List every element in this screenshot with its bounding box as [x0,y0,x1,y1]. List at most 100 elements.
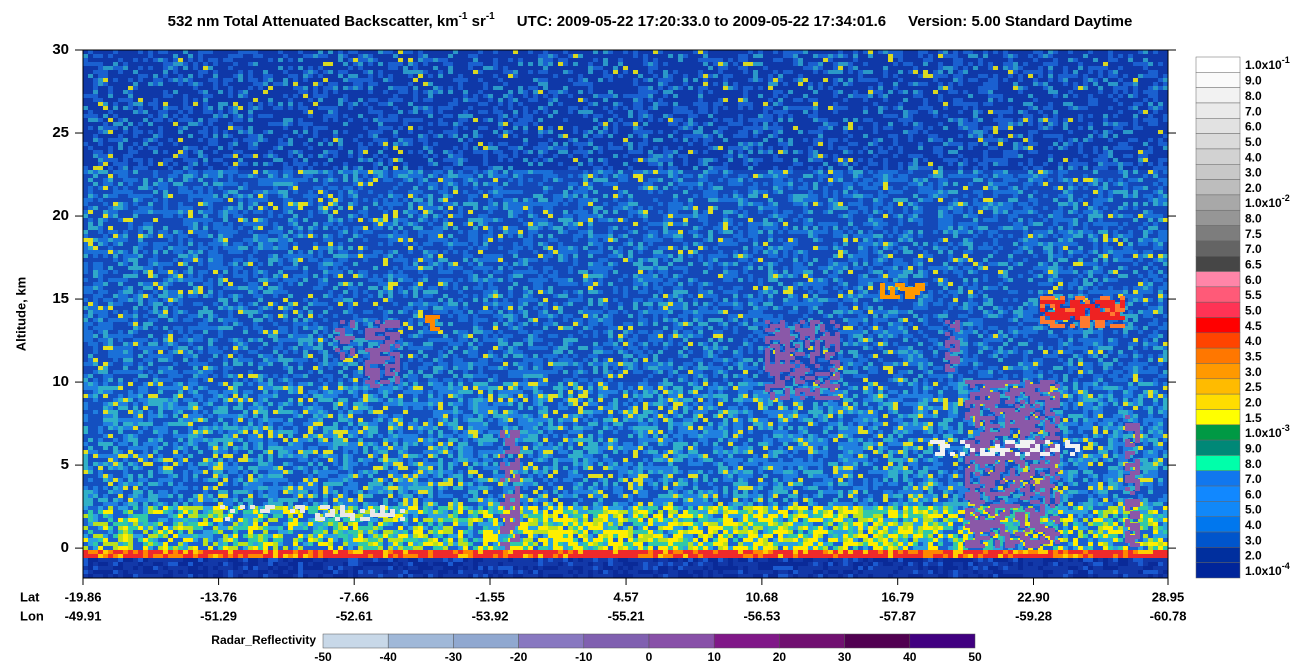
radar-tick-label: 40 [903,650,917,664]
colorbar-label: 6.0 [1245,120,1262,134]
colorbar-swatch [1195,271,1241,288]
colorbar-swatch [1195,501,1241,517]
lon-tick-label: -57.87 [879,608,916,623]
colorbar-label: 5.0 [1245,304,1262,318]
colorbar-label: 5.5 [1245,288,1262,302]
colorbar-swatch [1195,301,1241,318]
colorbar-swatch [1195,148,1241,165]
radar-swatch [844,633,911,649]
y-tick-label: 0 [61,539,69,556]
radar-swatch [648,633,715,649]
radar-swatch [518,633,585,649]
lon-tick-label: -49.91 [65,608,102,623]
lat-tick-label: -7.66 [339,589,369,604]
colorbar-swatch [1195,179,1241,196]
lon-tick-label: -55.21 [608,608,645,623]
colorbar-swatch [1195,194,1241,211]
colorbar-label: 2.0 [1245,181,1262,195]
colorbar-swatch [1195,470,1241,487]
colorbar-swatch [1195,317,1241,334]
colorbar-swatch [1195,363,1241,380]
radar-swatch [583,633,650,649]
colorbar-label: 1.0x10-2 [1245,193,1290,210]
backscatter-texture [98,550,1153,558]
colorbar-label: 3.5 [1245,350,1262,364]
colorbar-label: 7.0 [1245,242,1262,256]
colorbar-label-text: 1.0x10 [1245,58,1282,72]
colorbar-label: 1.5 [1245,411,1262,425]
backscatter-texture [83,170,1168,382]
colorbar-swatch [1195,240,1241,257]
backscatter-texture [83,170,1168,382]
backscatter-texture [930,440,1080,456]
colorbar-swatch [1195,409,1241,426]
backscatter-texture [83,170,1168,506]
colorbar-swatch [1195,118,1241,134]
lat-tick-label: 4.57 [613,589,638,604]
colorbar-swatch [1195,133,1241,150]
lon-tick-label: -60.78 [1150,608,1187,623]
lat-label: Lat [20,589,40,604]
lat-tick-label: 22.90 [1017,589,1050,604]
title-text: Version: 5.00 Standard Daytime [908,13,1132,30]
colorbar-swatch [1195,485,1241,502]
lat-tick-label: -13.76 [200,589,237,604]
radar-tick-label: 50 [968,650,982,664]
backscatter-texture [83,558,1163,578]
lon-tick-label: -59.28 [1015,608,1052,623]
colorbar-label: 7.0 [1245,104,1262,118]
colorbar-swatch [1195,286,1241,303]
colorbar-label-text: 1.0x10 [1245,196,1282,210]
chart-annotations: 532 nm Total Attenuated Backscatter, km-… [13,11,1289,665]
backscatter-texture [83,506,1168,550]
radar-tick-label: -30 [445,650,463,664]
colorbar-label: 1.0x10-4 [1245,561,1290,578]
colorbar-swatch [1195,164,1241,180]
colorbar-swatch [1195,102,1241,119]
colorbar-label-exponent: -3 [1282,423,1290,433]
colorbar-label: 7.0 [1245,472,1262,486]
colorbar-label: 9.0 [1245,74,1262,88]
radar-tick-label: -50 [314,650,332,664]
colorbar-label: 2.5 [1245,380,1262,394]
colorbar-label: 8.0 [1245,457,1262,471]
colorbar-swatch [1195,87,1241,104]
radar-swatch [779,633,845,649]
lon-tick-label: -53.92 [472,608,509,623]
colorbar-label: 8.0 [1245,89,1262,103]
radar-tick-label: -20 [510,650,528,664]
y-tick-label: 30 [52,41,69,58]
colorbar-swatch [1195,255,1241,272]
colorbar-label-exponent: -2 [1282,193,1290,203]
lat-tick-label: 16.79 [881,589,914,604]
radar-colorbar-label: Radar_Reflectivity [211,633,316,647]
colorbar-label-text: 1.0x10 [1245,426,1282,440]
y-tick-label: 5 [61,456,69,473]
radar-tick-label: 0 [646,650,653,664]
y-tick-label: 10 [52,373,69,390]
backscatter-texture [83,506,1168,550]
colorbar-label: 4.0 [1245,334,1262,348]
radar-swatch [387,633,454,649]
lon-tick-label: -56.53 [743,608,780,623]
colorbar-label: 3.0 [1245,166,1262,180]
backscatter-texture [1040,300,1125,320]
backscatter-texture [83,170,1168,382]
title-text: UTC: 2009-05-22 17:20:33.0 to 2009-05-22… [517,13,886,30]
colorbar-label: 5.0 [1245,135,1262,149]
colorbar-swatch [1195,56,1241,73]
colorbar-swatch [1195,531,1241,548]
colorbar-swatch [1195,455,1241,471]
colorbar-swatch [1195,562,1241,579]
title-superscript: -1 [459,11,468,22]
colorbar-label-text: 1.0x10 [1245,564,1282,578]
radar-swatch [909,633,976,649]
colorbar-swatch [1195,332,1241,349]
radar-swatch [453,633,519,649]
backscatter-texture [83,550,1168,558]
plot-frame [82,49,1169,579]
y-axis-label: Altitude, km [13,277,28,351]
lat-tick-label: -1.55 [475,589,505,604]
title-text: 532 nm Total Attenuated Backscatter, km [168,13,459,30]
